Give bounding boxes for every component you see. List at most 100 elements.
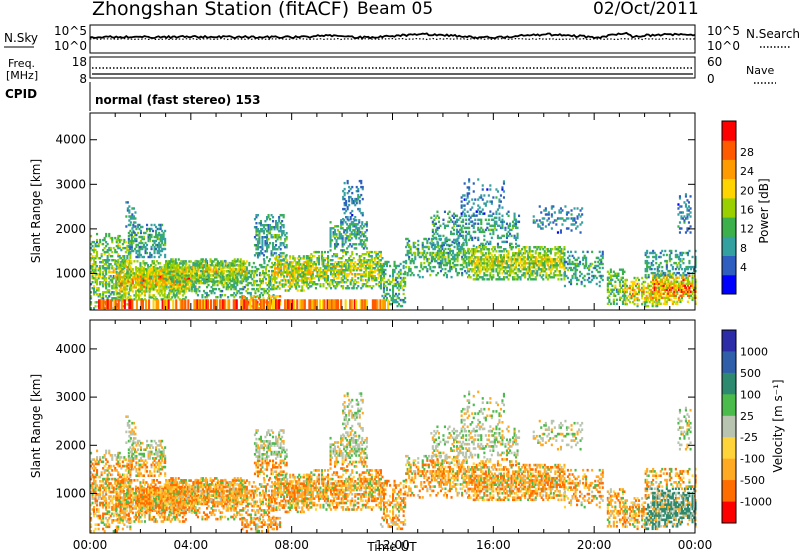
power-cell (317, 275, 320, 278)
power-cell (412, 259, 415, 263)
power-cell (161, 283, 164, 286)
power-cell (118, 238, 121, 242)
power-cell (540, 246, 543, 249)
power-cell (121, 278, 124, 281)
power-cell (353, 229, 356, 232)
power-cell (125, 282, 128, 285)
power-cell (198, 262, 201, 265)
power-cell (109, 293, 112, 296)
power-cell (201, 264, 204, 267)
power-cell (275, 248, 278, 251)
power-cell (211, 270, 214, 273)
power-cell (210, 285, 213, 289)
power-cell (334, 247, 337, 250)
power-cell (327, 267, 330, 270)
power-cell (543, 246, 546, 249)
power-cell (320, 271, 323, 274)
power-cell (299, 279, 302, 282)
power-cell (302, 257, 305, 260)
power-cell (125, 201, 128, 204)
power-cell (442, 255, 445, 259)
power-cell (108, 246, 111, 250)
power-cell (279, 238, 282, 241)
power-cell (365, 237, 368, 240)
power-cell (119, 286, 122, 289)
power-cell (320, 275, 323, 278)
power-cell (268, 279, 271, 283)
power-cell (134, 270, 137, 273)
power-cell (459, 228, 462, 232)
power-cell (528, 264, 531, 267)
power-cell (334, 229, 337, 232)
power-cell (363, 283, 366, 286)
power-cell (375, 250, 378, 254)
power-cell (134, 266, 137, 269)
power-cell (209, 274, 212, 277)
power-cell (263, 273, 266, 277)
power-cell (465, 234, 468, 238)
power-cell (304, 261, 307, 264)
power-cell (182, 275, 185, 278)
power-cell (276, 226, 279, 229)
power-cell (188, 268, 191, 271)
power-cell (392, 296, 395, 300)
power-cell (501, 240, 504, 244)
power-cell (196, 281, 199, 285)
power-cell (307, 277, 310, 280)
power-cell (561, 266, 564, 269)
power-cell (105, 244, 108, 248)
power-cell (433, 243, 436, 247)
power-cell (543, 264, 546, 267)
power-cell (392, 292, 395, 296)
power-cell (142, 235, 145, 239)
power-cell (126, 207, 129, 210)
power-cell (127, 276, 130, 279)
power-cell (519, 256, 522, 259)
power-cell (302, 277, 305, 280)
power-cell (159, 289, 162, 292)
power-cell (340, 285, 343, 288)
power-cell (238, 264, 241, 267)
power-cell (213, 287, 216, 291)
power-cell (235, 270, 238, 273)
power-cell (329, 229, 332, 232)
power-cell (116, 276, 119, 279)
power-cell (533, 260, 536, 263)
power-cell (455, 269, 458, 273)
power-cell (135, 277, 138, 280)
power-cell (102, 242, 105, 246)
power-cell (353, 223, 356, 226)
power-cell (465, 271, 468, 275)
power-cell (389, 302, 392, 306)
power-cell (143, 294, 146, 297)
power-cell (472, 260, 475, 263)
power-cell (477, 236, 480, 240)
power-cell (241, 268, 244, 271)
power-cell (159, 237, 162, 241)
power-cell (263, 259, 266, 263)
power-cell (382, 264, 385, 268)
power-cell (204, 276, 207, 279)
power-cell (548, 268, 551, 271)
power-cell (186, 281, 189, 284)
power-cell (395, 284, 398, 288)
power-cell (126, 285, 129, 288)
power-cell (246, 281, 249, 285)
power-cell (273, 248, 276, 251)
power-cell (372, 267, 375, 270)
power-cell (441, 257, 444, 261)
power-cell (180, 279, 183, 282)
power-cell (449, 267, 452, 271)
power-cell (122, 286, 125, 289)
power-cell (513, 266, 516, 269)
power-cell (557, 274, 560, 277)
power-cell (256, 295, 259, 298)
power-cell (211, 274, 214, 277)
power-cell (307, 273, 310, 276)
power-cell (145, 288, 148, 291)
power-cell (358, 209, 361, 213)
power-cell (261, 252, 264, 255)
power-cell (336, 285, 339, 288)
power-cell (408, 251, 411, 255)
power-cell (139, 262, 142, 265)
